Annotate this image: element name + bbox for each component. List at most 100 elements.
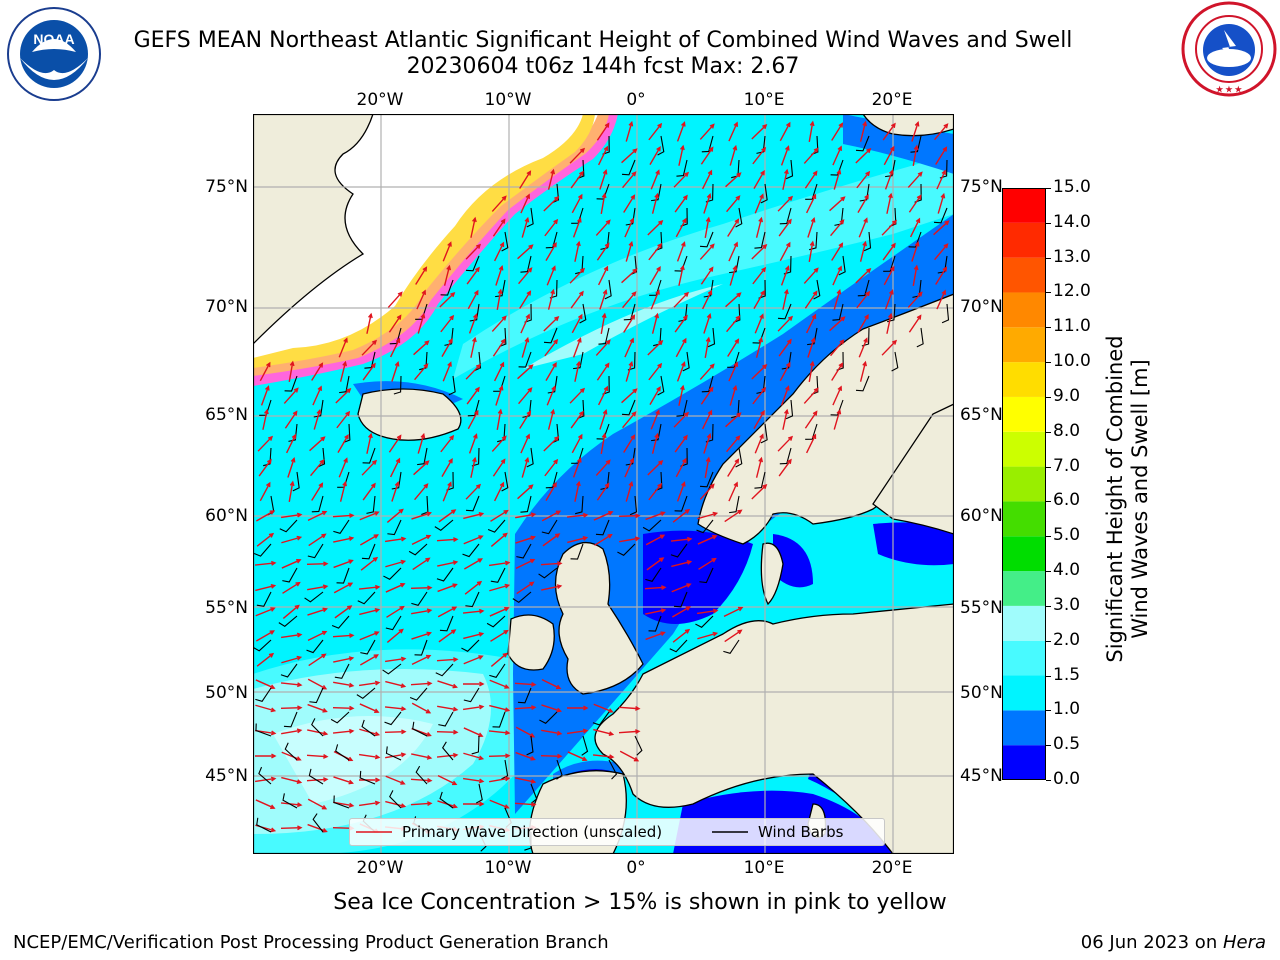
wave-direction-arrowhead	[499, 481, 505, 488]
wind-barb	[520, 255, 532, 273]
wave-direction-arrow	[255, 584, 275, 592]
wave-direction-arrowhead	[602, 409, 608, 415]
wave-direction-arrow	[490, 510, 508, 522]
wind-barb	[813, 279, 821, 300]
wave-direction-arrowhead	[530, 779, 537, 784]
wave-direction-arrow	[675, 218, 687, 238]
wind-barb	[735, 447, 743, 468]
wave-direction-arrowhead	[504, 560, 511, 566]
wave-direction-arrowhead	[785, 265, 790, 271]
wave-direction-arrow	[600, 314, 606, 334]
lat-label-left-65n: 65°N	[205, 405, 248, 425]
wave-direction-arrowhead	[531, 802, 537, 807]
wave-direction-arrow	[463, 727, 483, 737]
wave-direction-arrow	[366, 434, 372, 454]
wave-direction-arrowhead	[348, 728, 355, 734]
wind-barb	[415, 765, 428, 785]
wind-barb	[696, 519, 714, 534]
wave-direction-arrow	[411, 609, 431, 615]
wave-direction-arrow	[566, 514, 588, 518]
wave-direction-arrowhead	[527, 387, 533, 393]
wave-direction-arrowhead	[526, 410, 532, 416]
wave-direction-arrow	[281, 656, 301, 664]
wave-direction-arrowhead	[735, 315, 741, 321]
wave-direction-arrow	[385, 560, 405, 568]
wave-direction-arrow	[648, 483, 662, 501]
wave-direction-arrow	[307, 510, 327, 522]
wave-direction-arrowhead	[686, 559, 693, 565]
wave-direction-arrow	[596, 243, 610, 261]
wave-direction-arrow	[623, 315, 635, 333]
wave-direction-arrowhead	[583, 705, 589, 711]
wind-barb	[543, 327, 558, 344]
wave-direction-arrow	[570, 291, 584, 309]
wave-direction-arrow	[752, 387, 766, 405]
wave-direction-arrow	[574, 242, 580, 262]
wave-direction-arrowhead	[864, 194, 869, 200]
wave-direction-arrow	[466, 267, 480, 285]
wave-direction-arrowhead	[681, 361, 686, 367]
wave-direction-arrow	[307, 585, 327, 591]
wave-direction-arrow	[622, 291, 636, 309]
wave-direction-arrowhead	[296, 682, 303, 688]
wave-direction-arrowhead	[786, 338, 792, 344]
wave-direction-arrowhead	[654, 312, 660, 319]
wave-direction-arrowhead	[681, 241, 686, 247]
wave-direction-arrowhead	[292, 410, 298, 416]
wave-direction-arrowhead	[526, 290, 532, 296]
wind-barb	[933, 207, 948, 224]
wave-direction-arrow	[937, 194, 945, 214]
wave-direction-arrowhead	[604, 122, 610, 128]
wind-barb	[473, 351, 482, 372]
wave-direction-arrowhead	[448, 458, 453, 464]
wave-direction-arrow	[362, 363, 376, 381]
wave-direction-arrowhead	[553, 218, 559, 225]
wave-direction-arrow	[782, 170, 788, 190]
wave-direction-arrowhead	[478, 608, 485, 614]
wave-direction-arrowhead	[736, 412, 742, 418]
wave-direction-arrowhead	[501, 195, 507, 201]
wave-direction-arrowhead	[705, 336, 711, 343]
wind-barb	[651, 183, 662, 202]
wave-direction-arrowhead	[503, 509, 509, 515]
wave-direction-arrowhead	[604, 242, 610, 248]
wave-direction-arrow	[911, 242, 919, 262]
lat-label-left-50n: 50°N	[205, 683, 248, 703]
wave-direction-arrow	[307, 703, 327, 713]
wave-direction-arrow	[726, 315, 740, 333]
wave-direction-arrow	[541, 585, 561, 591]
wave-direction-arrowhead	[787, 195, 794, 201]
wind-barb	[621, 399, 636, 416]
wave-direction-arrowhead	[787, 435, 794, 441]
wind-barb	[701, 135, 714, 153]
wind-barb	[385, 746, 402, 761]
wave-direction-arrow	[308, 533, 326, 547]
wave-direction-arrowhead	[890, 145, 895, 152]
wave-direction-arrowhead	[478, 778, 485, 784]
wave-direction-arrowhead	[864, 314, 869, 320]
wave-direction-arrowhead	[657, 482, 663, 489]
wind-barb	[465, 255, 480, 272]
wind-barb	[361, 719, 376, 737]
wave-direction-arrow	[934, 243, 948, 261]
wave-direction-arrowhead	[635, 513, 641, 519]
wave-direction-arrow	[625, 122, 633, 142]
wave-direction-arrowhead	[425, 534, 432, 540]
wave-direction-arrow	[859, 122, 867, 142]
wave-direction-arrow	[649, 266, 661, 286]
wave-direction-arrowhead	[578, 193, 583, 200]
wave-direction-arrow	[751, 364, 767, 380]
wave-direction-arrowhead	[784, 168, 789, 175]
wind-barb	[435, 663, 454, 677]
wind-barb	[393, 375, 402, 395]
wave-direction-arrow	[309, 436, 325, 452]
wave-direction-arrowhead	[657, 362, 663, 369]
wind-barb	[703, 279, 714, 298]
wind-barb	[805, 183, 818, 200]
wave-direction-arrow	[258, 459, 272, 477]
wind-barb	[292, 471, 300, 492]
wave-direction-arrowhead	[577, 217, 582, 223]
wave-direction-arrowhead	[502, 532, 508, 538]
wave-direction-arrowhead	[659, 557, 665, 563]
wave-direction-arrow	[462, 777, 484, 783]
